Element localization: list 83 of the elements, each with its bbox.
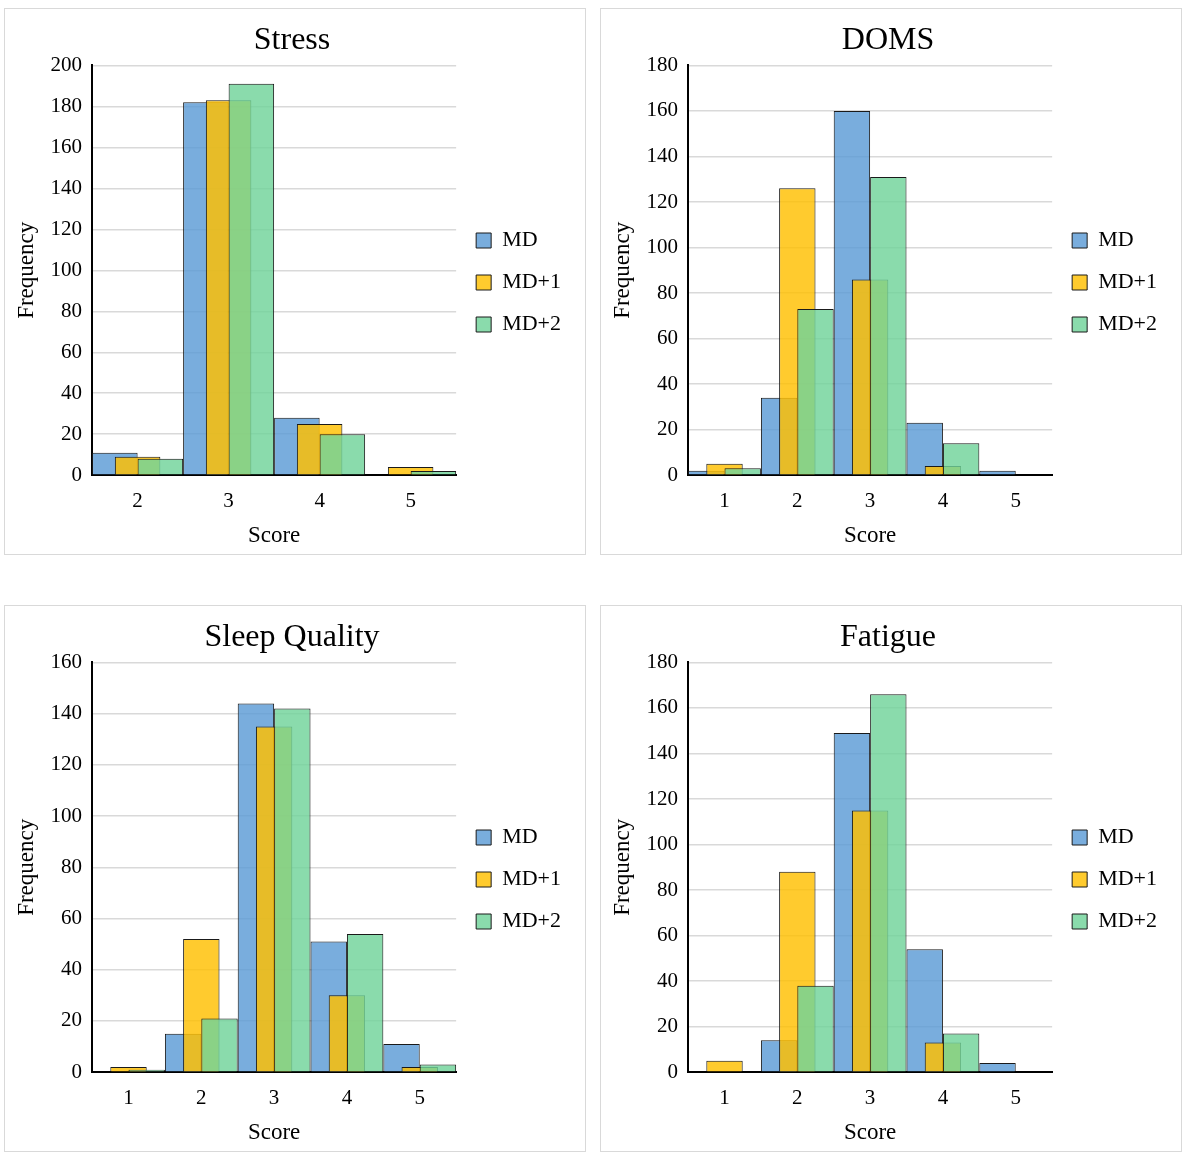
- x-axis-title: Score: [843, 522, 897, 548]
- legend-label: MD+1: [502, 865, 561, 891]
- y-tick-label: 160: [50, 133, 83, 158]
- legend-label: MD+1: [502, 268, 561, 294]
- chart-title: Sleep Quality: [204, 616, 380, 653]
- x-tick-label: 4: [341, 1085, 353, 1110]
- y-tick-label: 140: [50, 174, 83, 199]
- y-axis-title: Frequency: [608, 818, 634, 916]
- x-tick-label: 5: [414, 1085, 425, 1110]
- x-tick-label: 3: [223, 488, 234, 513]
- x-tick-label: 4: [314, 488, 326, 513]
- chart-title: Stress: [253, 19, 331, 56]
- y-tick-label: 120: [646, 785, 679, 810]
- legend-label: MD+2: [502, 907, 561, 933]
- legend-label: MD: [1098, 226, 1134, 252]
- y-tick-label: 0: [667, 461, 679, 486]
- x-axis-title: Score: [247, 522, 301, 548]
- y-tick-label: 20: [61, 420, 83, 445]
- y-tick-label: 0: [71, 1058, 83, 1083]
- y-tick-label: 160: [646, 97, 679, 122]
- y-tick-label: 40: [657, 370, 679, 395]
- y-tick-label: 80: [61, 853, 83, 878]
- y-tick-label: 0: [71, 461, 83, 486]
- x-tick-label: 2: [196, 1085, 207, 1110]
- y-tick-label: 40: [61, 379, 83, 404]
- x-tick-label: 2: [792, 1085, 803, 1110]
- chart-title: DOMS: [841, 19, 935, 56]
- y-tick-label: 20: [61, 1007, 83, 1032]
- y-tick-label: 40: [61, 956, 83, 981]
- y-tick-label: 60: [657, 922, 679, 947]
- y-tick-label: 100: [646, 831, 679, 856]
- y-tick-label: 100: [646, 234, 679, 259]
- y-tick-label: 160: [646, 694, 679, 719]
- y-tick-label: 200: [50, 51, 83, 76]
- legend-label: MD+2: [1098, 907, 1157, 933]
- x-tick-label: 5: [1010, 488, 1021, 513]
- y-tick-label: 60: [61, 338, 83, 363]
- x-tick-label: 5: [405, 488, 416, 513]
- y-tick-label: 140: [646, 739, 679, 764]
- x-tick-label: 2: [132, 488, 143, 513]
- y-tick-label: 60: [61, 905, 83, 930]
- x-axis-title: Score: [247, 1119, 301, 1145]
- y-tick-label: 140: [50, 700, 83, 725]
- x-tick-label: 3: [864, 1085, 876, 1110]
- y-tick-label: 40: [657, 967, 679, 992]
- legend-label: MD: [1098, 823, 1134, 849]
- x-tick-label: 4: [937, 1085, 949, 1110]
- x-tick-label: 4: [937, 488, 949, 513]
- x-tick-label: 1: [719, 1085, 730, 1110]
- y-tick-label: 180: [646, 51, 679, 76]
- y-tick-label: 0: [667, 1058, 679, 1083]
- y-tick-label: 100: [50, 256, 83, 281]
- legend-label: MD+2: [1098, 310, 1157, 336]
- legend-label: MD: [502, 823, 538, 849]
- y-tick-label: 180: [50, 92, 83, 117]
- legend-label: MD: [502, 226, 538, 252]
- x-tick-label: 1: [123, 1085, 134, 1110]
- y-tick-label: 120: [646, 188, 679, 213]
- legend-label: MD+2: [502, 310, 561, 336]
- y-tick-label: 60: [657, 325, 679, 350]
- x-axis-title: Score: [843, 1119, 897, 1145]
- y-tick-label: 20: [657, 1013, 679, 1038]
- x-tick-label: 5: [1010, 1085, 1021, 1110]
- x-tick-label: 3: [268, 1085, 280, 1110]
- y-axis-title: Frequency: [12, 221, 38, 319]
- y-tick-label: 80: [61, 297, 83, 322]
- x-tick-label: 2: [792, 488, 803, 513]
- y-axis-title: Frequency: [12, 818, 38, 916]
- legend-label: MD+1: [1098, 865, 1157, 891]
- y-tick-label: 160: [50, 648, 83, 673]
- y-tick-label: 140: [646, 142, 679, 167]
- x-tick-label: 1: [719, 488, 730, 513]
- y-tick-label: 120: [50, 215, 83, 240]
- y-tick-label: 20: [657, 416, 679, 441]
- chart-title: Fatigue: [840, 616, 936, 653]
- y-tick-label: 80: [657, 876, 679, 901]
- x-tick-label: 3: [864, 488, 876, 513]
- legend-label: MD+1: [1098, 268, 1157, 294]
- y-axis-title: Frequency: [608, 221, 634, 319]
- y-tick-label: 120: [50, 751, 83, 776]
- y-tick-label: 180: [646, 648, 679, 673]
- y-tick-label: 100: [50, 802, 83, 827]
- y-tick-label: 80: [657, 279, 679, 304]
